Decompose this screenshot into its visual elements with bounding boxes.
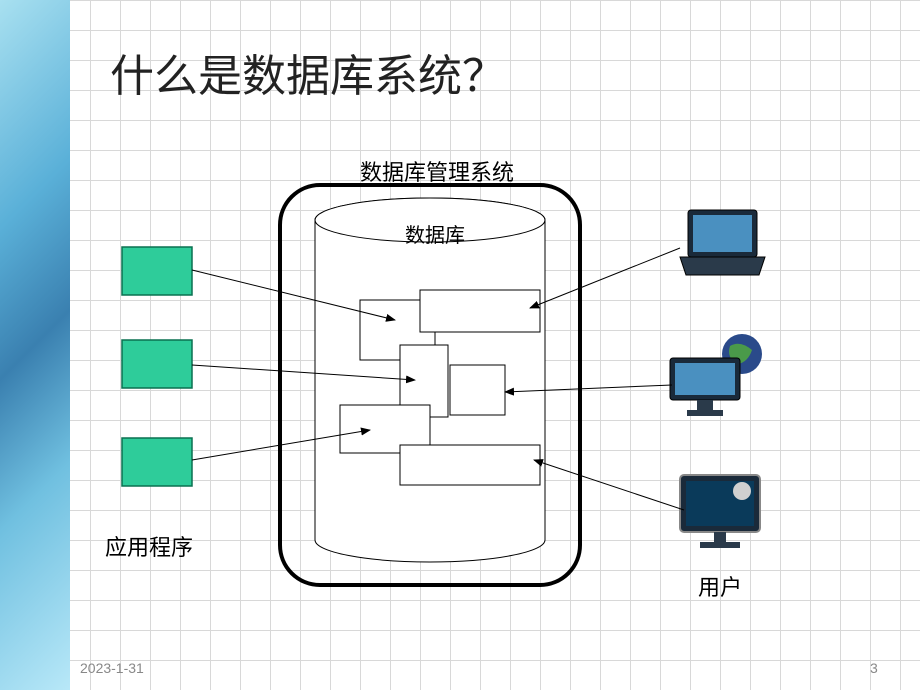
label-dbms: 数据库管理系统 xyxy=(360,155,514,187)
label-users: 用户 xyxy=(698,570,742,602)
footer-date: 2023-1-31 xyxy=(80,660,144,676)
side-ribbon xyxy=(0,0,70,690)
label-apps: 应用程序 xyxy=(105,530,193,562)
footer-page-number: 3 xyxy=(870,660,878,676)
slide-title: 什么是数据库系统？ xyxy=(110,40,506,104)
